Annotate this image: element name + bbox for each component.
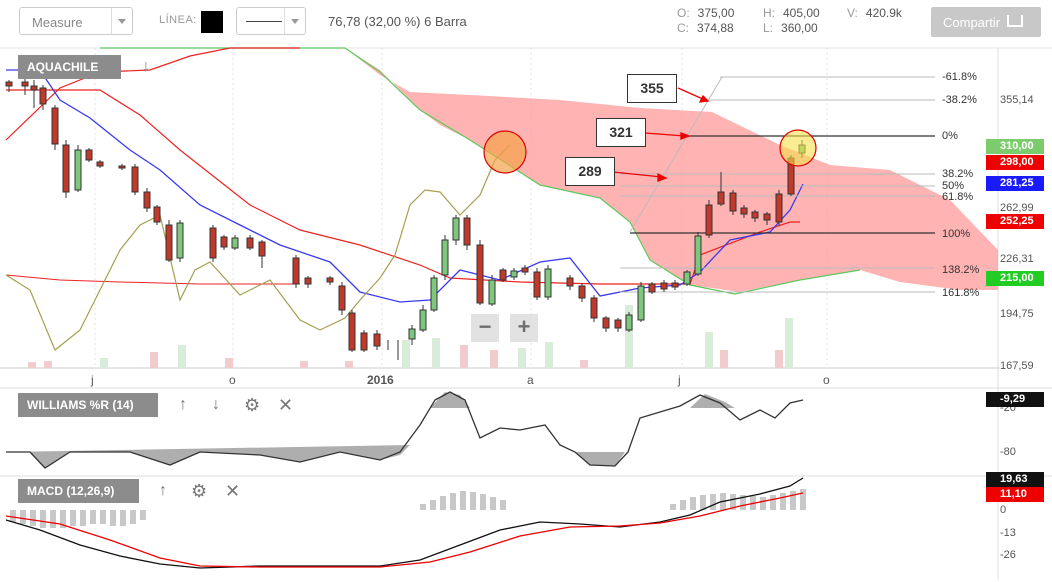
measure-label: Measure — [32, 15, 83, 30]
williams-fill-top — [690, 394, 735, 408]
price-axis-label: 194,75 — [1000, 308, 1034, 320]
price-axis-label: 167,59 — [1000, 360, 1034, 372]
cloud-green-line — [100, 47, 861, 295]
fib-level-label: -61.8% — [942, 71, 977, 83]
measure-dropdown[interactable]: Measure — [19, 7, 133, 35]
ohlc-high: H: 405,00 — [763, 6, 820, 20]
down-arrow-icon[interactable]: ↓ — [142, 58, 150, 75]
measure-readout: 76,78 (32,00 %) 6 Barra — [328, 14, 467, 29]
toolbar: Measure LÍNEA: 76,78 (32,00 %) 6 Barra O… — [0, 0, 1052, 46]
williams-fill-top — [430, 392, 470, 408]
ohlc-close: C: 374,88 — [677, 21, 734, 35]
close-icon[interactable]: ✕ — [225, 481, 241, 501]
ohlc-open: O: 375,00 — [677, 6, 735, 20]
ohlc-low: L: 360,00 — [763, 21, 818, 35]
signal-line — [5, 492, 804, 568]
red-lagging-line — [5, 47, 300, 141]
month-label: o — [823, 373, 830, 387]
share-label: Compartir — [943, 15, 1001, 30]
highlight-circle — [779, 129, 817, 167]
williams-fill — [6, 445, 410, 468]
price-tag: 252,25 — [986, 214, 1044, 229]
chevron-down-icon[interactable] — [111, 8, 132, 34]
chevron-down-icon[interactable] — [284, 8, 305, 34]
price-axis-label: 355,14 — [1000, 94, 1034, 106]
fib-level-label: -38.2% — [942, 94, 977, 106]
ohlc-volume: V: 420.9k — [847, 6, 902, 20]
callout-box[interactable]: 321 — [596, 118, 646, 147]
price-axis-label: 226,31 — [1000, 253, 1034, 265]
line-label: LÍNEA: — [159, 14, 197, 26]
up-arrow-icon[interactable]: ↑ — [159, 482, 167, 499]
macd-value-tag: 19,63 — [986, 472, 1044, 487]
macd-axis-label: 0 — [1000, 504, 1007, 516]
month-label: j — [91, 373, 94, 387]
zoom-in-icon[interactable]: + — [510, 314, 538, 342]
line-style-preview — [246, 21, 282, 22]
macd-axis-label: -26 — [1000, 549, 1016, 561]
month-label: a — [527, 373, 534, 387]
macd-line — [5, 477, 804, 569]
callout-box[interactable]: 355 — [627, 74, 677, 103]
fib-level-label: 161.8% — [942, 287, 980, 299]
price-tag: 310,00 — [986, 139, 1044, 154]
gear-icon[interactable]: ⚙ — [191, 481, 208, 501]
callout-box[interactable]: 289 — [565, 157, 615, 186]
williams-value-tag: -9,29 — [986, 392, 1044, 407]
ichimoku-cloud — [345, 48, 998, 292]
callout-arrows — [612, 87, 710, 182]
highlight-circle — [483, 130, 527, 174]
month-label: 2016 — [367, 373, 394, 387]
month-label: j — [678, 373, 681, 387]
chikou-line — [5, 144, 511, 351]
fib-level-label: 50% — [942, 180, 965, 192]
line-style-dropdown[interactable] — [236, 7, 306, 35]
signal-value-tag: 11,10 — [986, 487, 1044, 502]
down-arrow-icon[interactable]: ↓ — [212, 396, 220, 413]
volume-bars-red — [28, 345, 783, 368]
zoom-out-icon[interactable]: − — [471, 314, 499, 342]
williams-line — [6, 391, 804, 469]
fib-level-label: 38.2% — [942, 168, 974, 180]
price-axis-label: 262,99 — [1000, 202, 1034, 214]
candles — [5, 78, 806, 360]
fib-level-label: 0% — [942, 130, 958, 142]
fib-level-label: 100% — [942, 228, 971, 240]
kijun-line — [6, 89, 800, 285]
share-icon — [1007, 15, 1023, 27]
close-icon[interactable]: ✕ — [278, 395, 294, 415]
fib-level-label: 138.2% — [942, 264, 980, 276]
price-tag: 215,00 — [986, 271, 1044, 286]
fib-level-label: 61.8% — [942, 191, 974, 203]
volume-bars-green — [100, 305, 793, 368]
red-span-line — [5, 274, 300, 285]
macd-axis-label: -13 — [1000, 527, 1016, 539]
line-color-swatch[interactable] — [201, 11, 223, 33]
price-tag: 298,00 — [986, 155, 1044, 170]
up-arrow-icon[interactable]: ↑ — [179, 396, 187, 413]
gear-icon[interactable]: ⚙ — [244, 395, 261, 415]
share-button[interactable]: Compartir — [931, 7, 1041, 37]
price-tag: 281,25 — [986, 176, 1044, 191]
symbol-tag[interactable]: AQUACHILE — [18, 55, 121, 79]
month-label: o — [229, 373, 236, 387]
macd-tag[interactable]: MACD (12,26,9) — [18, 479, 139, 503]
williams-axis-label: -80 — [1000, 446, 1016, 458]
williams-tag[interactable]: WILLIAMS %R (14) — [18, 393, 158, 417]
